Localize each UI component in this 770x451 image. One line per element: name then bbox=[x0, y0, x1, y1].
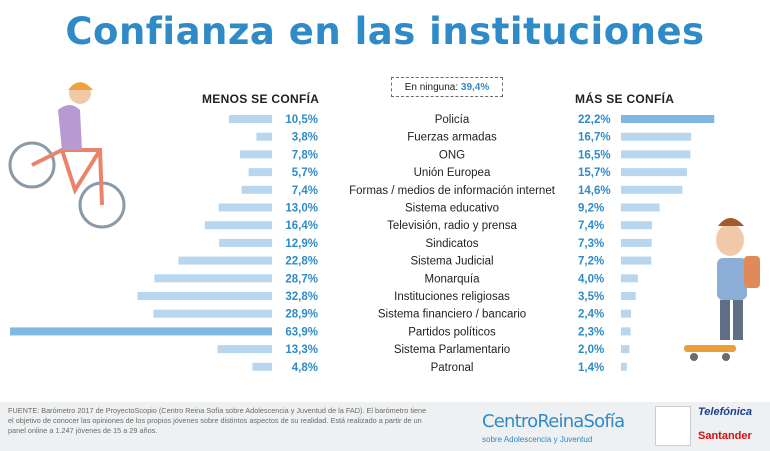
header-less-trust: MENOS SE CONFÍA bbox=[202, 92, 320, 106]
value-more-trust: 2,0% bbox=[578, 344, 604, 356]
telefonica-logo: Telefónica bbox=[698, 406, 752, 418]
crs-logo-name: CentroReinaSofía bbox=[482, 411, 625, 432]
note-value: 39,4% bbox=[460, 82, 490, 93]
bar-more-trust bbox=[621, 168, 687, 177]
crs-logo-sub: sobre Adolescencia y Juventud bbox=[482, 435, 593, 444]
bar-less-trust bbox=[153, 309, 272, 318]
bar-less-trust bbox=[219, 238, 272, 247]
bar-less-trust bbox=[154, 274, 272, 283]
bar-more-trust bbox=[621, 238, 652, 247]
bar-less-trust bbox=[240, 150, 272, 159]
category-label: Unión Europea bbox=[414, 167, 491, 179]
bar-less-trust bbox=[248, 168, 272, 177]
bar-less-trust bbox=[178, 256, 272, 265]
bar-more-trust bbox=[621, 274, 638, 283]
value-less-trust: 16,4% bbox=[285, 220, 318, 232]
bar-less-trust bbox=[10, 327, 272, 336]
bar-more-trust bbox=[621, 150, 691, 159]
bar-less-trust bbox=[204, 221, 272, 230]
value-more-trust: 15,7% bbox=[578, 167, 611, 179]
value-less-trust: 63,9% bbox=[285, 326, 318, 338]
value-less-trust: 3,8% bbox=[292, 132, 318, 144]
value-more-trust: 16,7% bbox=[578, 132, 611, 144]
bar-more-trust bbox=[621, 292, 636, 300]
bar-more-trust bbox=[621, 309, 632, 318]
category-label: Policía bbox=[435, 114, 470, 126]
value-more-trust: 1,4% bbox=[578, 362, 604, 374]
value-less-trust: 4,8% bbox=[292, 362, 318, 374]
value-less-trust: 7,8% bbox=[292, 149, 318, 161]
value-more-trust: 9,2% bbox=[578, 203, 604, 215]
skater-illustration bbox=[684, 218, 760, 361]
fad-logo bbox=[655, 406, 691, 446]
bar-more-trust bbox=[621, 362, 627, 371]
value-more-trust: 3,5% bbox=[578, 291, 604, 303]
header-more-trust: MÁS SE CONFÍA bbox=[575, 92, 675, 106]
category-label: Sistema Judicial bbox=[410, 256, 493, 268]
bar-more-trust bbox=[621, 115, 715, 123]
bar-less-trust bbox=[256, 132, 272, 141]
bar-more-trust bbox=[621, 221, 653, 230]
bar-more-trust bbox=[621, 256, 652, 265]
value-less-trust: 28,7% bbox=[285, 273, 318, 285]
bar-more-trust bbox=[621, 132, 692, 141]
value-more-trust: 14,6% bbox=[578, 185, 611, 197]
value-less-trust: 5,7% bbox=[292, 167, 318, 179]
category-label: Sindicatos bbox=[425, 238, 478, 250]
page-title: Confianza en las instituciones bbox=[65, 10, 705, 53]
bar-more-trust bbox=[621, 185, 683, 194]
bar-less-trust bbox=[228, 115, 272, 123]
value-less-trust: 32,8% bbox=[285, 291, 318, 303]
footer-band bbox=[0, 402, 770, 451]
category-label: Instituciones religiosas bbox=[394, 291, 510, 303]
source-note: FUENTE: Barómetro 2017 de ProyectoScopio… bbox=[8, 406, 427, 435]
value-more-trust: 7,3% bbox=[578, 238, 604, 250]
value-more-trust: 22,2% bbox=[578, 114, 611, 126]
none-trust-note: En ninguna: 39,4% bbox=[391, 77, 503, 97]
note-label: En ninguna: bbox=[404, 82, 459, 93]
bar-less-trust bbox=[252, 362, 272, 371]
bar-more-trust bbox=[621, 203, 660, 212]
santander-logo: Santander bbox=[698, 430, 752, 442]
value-more-trust: 2,4% bbox=[578, 309, 604, 321]
category-label: Sistema financiero / bancario bbox=[378, 309, 526, 321]
value-less-trust: 28,9% bbox=[285, 309, 318, 321]
value-less-trust: 10,5% bbox=[285, 114, 318, 126]
value-less-trust: 12,9% bbox=[285, 238, 318, 250]
bar-less-trust bbox=[137, 292, 272, 300]
bar-less-trust bbox=[241, 185, 272, 194]
value-less-trust: 13,0% bbox=[285, 203, 318, 215]
bar-more-trust bbox=[621, 345, 630, 354]
centro-reina-sofia-logo: CentroReinaSofía sobre Adolescencia y Ju… bbox=[482, 407, 632, 449]
value-more-trust: 4,0% bbox=[578, 273, 604, 285]
value-more-trust: 2,3% bbox=[578, 326, 604, 338]
bar-less-trust bbox=[217, 345, 272, 354]
value-more-trust: 7,4% bbox=[578, 220, 604, 232]
category-label: Formas / medios de información internet bbox=[349, 185, 556, 197]
bar-more-trust bbox=[621, 327, 631, 336]
bar-less-trust bbox=[218, 203, 272, 212]
category-label: ONG bbox=[439, 149, 465, 161]
category-label: Partidos políticos bbox=[408, 326, 496, 338]
value-less-trust: 7,4% bbox=[292, 185, 318, 197]
value-less-trust: 13,3% bbox=[285, 344, 318, 356]
value-more-trust: 16,5% bbox=[578, 149, 611, 161]
category-label: Sistema educativo bbox=[405, 203, 499, 215]
cyclist-illustration bbox=[8, 82, 126, 229]
category-label: Patronal bbox=[431, 362, 474, 374]
category-label: Sistema Parlamentario bbox=[394, 344, 510, 356]
category-label: Monarquía bbox=[425, 273, 481, 285]
category-label: Fuerzas armadas bbox=[407, 132, 497, 144]
value-less-trust: 22,8% bbox=[285, 256, 318, 268]
category-label: Televisión, radio y prensa bbox=[387, 220, 517, 232]
value-more-trust: 7,2% bbox=[578, 256, 604, 268]
